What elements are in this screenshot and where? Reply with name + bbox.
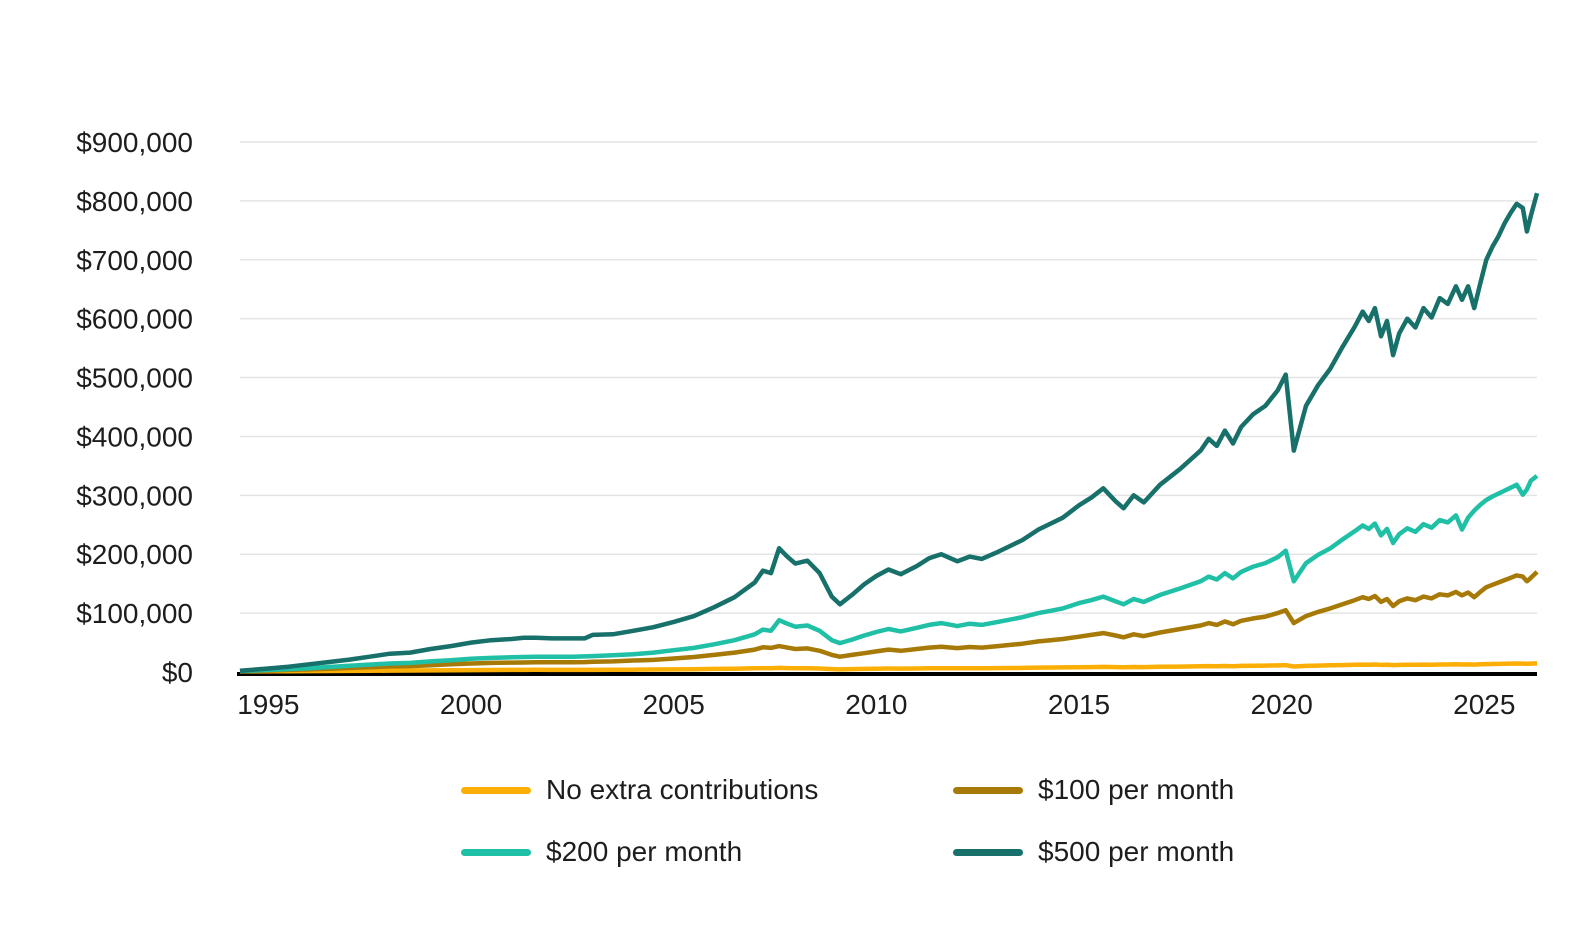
legend-swatch-500-per-month	[953, 848, 1023, 856]
legend-item-200-per-month: $200 per month	[461, 834, 953, 870]
y-tick-label: $500,000	[76, 363, 193, 394]
x-tick-label: 2020	[1251, 689, 1313, 720]
y-tick-label: $200,000	[76, 539, 193, 570]
y-tick-label: $400,000	[76, 421, 193, 452]
legend-label: No extra contributions	[546, 774, 819, 805]
y-tick-label: $900,000	[76, 127, 193, 158]
legend-swatch-no-extra-contributions	[461, 786, 531, 794]
legend-swatch-100-per-month	[953, 786, 1023, 794]
legend-item-no-extra-contributions: No extra contributions	[461, 772, 953, 808]
legend-item-500-per-month: $500 per month	[953, 834, 1234, 870]
y-tick-label: $600,000	[76, 304, 193, 335]
x-tick-label: 1995	[237, 689, 299, 720]
x-tick-label: 2000	[440, 689, 502, 720]
y-tick-label: $700,000	[76, 245, 193, 276]
y-axis-labels: $0 $100,000 $200,000 $300,000 $400,000 $500,0…	[76, 127, 193, 688]
y-tick-label: $800,000	[76, 186, 193, 217]
x-axis-labels: 1995 2000 2005 2010 2015 2020 2025	[237, 689, 1515, 720]
series-line--200-per-month	[239, 474, 1539, 674]
x-tick-label: 2025	[1453, 689, 1515, 720]
chart-legend: No extra contributions $100 per month $2…	[461, 772, 1234, 870]
series-line-no-extra-contributions	[239, 661, 1538, 674]
series-line--100-per-month	[239, 570, 1539, 674]
legend-swatch-200-per-month	[461, 848, 531, 856]
growth-line-chart: $0 $100,000 $200,000 $300,000 $400,000 $500,0…	[76, 127, 1540, 720]
legend-label: $500 per month	[1038, 836, 1235, 867]
y-tick-label: $300,000	[76, 480, 193, 511]
x-tick-label: 2015	[1048, 689, 1110, 720]
legend-label: $100 per month	[1038, 774, 1235, 805]
series-lines	[239, 192, 1540, 674]
x-tick-label: 2005	[643, 689, 705, 720]
y-tick-label: $100,000	[76, 598, 193, 629]
series-line--500-per-month	[239, 192, 1540, 674]
gridlines	[240, 141, 1537, 614]
legend-label: $200 per month	[546, 836, 743, 867]
x-tick-label: 2010	[845, 689, 907, 720]
y-tick-label: $0	[162, 657, 193, 688]
legend-item-100-per-month: $100 per month	[953, 772, 1234, 808]
